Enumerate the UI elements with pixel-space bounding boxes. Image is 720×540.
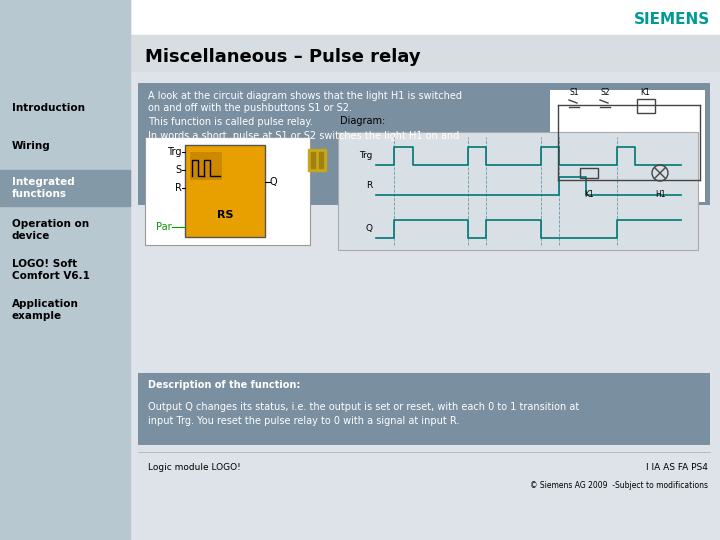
Bar [580, 168, 598, 178]
Text: K1: K1 [640, 88, 650, 97]
Text: Symbol for this connection is: Symbol for this connection is [148, 159, 289, 169]
Text: Par: Par [156, 222, 172, 232]
Bar [138, 373, 710, 445]
Bar [145, 137, 310, 245]
Bar [0, 170, 130, 206]
Bar [185, 145, 265, 237]
Bar [190, 152, 222, 180]
Text: Output Q changes its status, i.e. the output is set or reset, with each 0 to 1 t: Output Q changes its status, i.e. the ou… [148, 402, 580, 412]
Text: S2: S2 [600, 88, 610, 97]
Text: Integrated
functions: Integrated functions [12, 177, 75, 199]
Text: R: R [366, 181, 372, 191]
Text: A look at the circuit diagram shows that the light H1 is switched: A look at the circuit diagram shows that… [148, 91, 462, 101]
Bar [637, 99, 655, 113]
Text: Application
example: Application example [12, 299, 79, 321]
Bar [0, 0, 720, 35]
Text: Wiring: Wiring [12, 141, 50, 151]
Text: SIEMENS: SIEMENS [634, 11, 710, 26]
Text: input Trg. You reset the pulse relay to 0 with a signal at input R.: input Trg. You reset the pulse relay to … [148, 416, 459, 426]
Bar [338, 132, 698, 250]
Bar [319, 152, 323, 168]
Bar [138, 83, 710, 205]
Text: This function is called pulse relay.: This function is called pulse relay. [148, 117, 312, 127]
Text: Miscellaneous – Pulse relay: Miscellaneous – Pulse relay [145, 48, 420, 66]
Text: off.: off. [148, 143, 163, 153]
Bar [0, 0, 130, 35]
Text: Description of the function:: Description of the function: [148, 380, 300, 390]
Bar [0, 35, 720, 72]
Text: on and off with the pushbuttons S1 or S2.: on and off with the pushbuttons S1 or S2… [148, 103, 352, 113]
Text: S: S [176, 165, 182, 175]
Bar [130, 72, 720, 540]
Bar [311, 152, 315, 168]
Text: I IA AS FA PS4: I IA AS FA PS4 [646, 463, 708, 472]
Text: R: R [175, 183, 182, 193]
Text: Q: Q [270, 177, 278, 187]
Text: Trg: Trg [359, 152, 372, 160]
Text: H1: H1 [654, 190, 665, 199]
Text: Logic module LOGO!: Logic module LOGO! [148, 463, 240, 472]
Text: Diagram:: Diagram: [340, 116, 385, 126]
Text: LOGO! Soft
Comfort V6.1: LOGO! Soft Comfort V6.1 [12, 259, 90, 281]
Bar [550, 90, 705, 202]
Text: S1: S1 [570, 88, 579, 97]
Text: Introduction: Introduction [12, 103, 85, 113]
Text: K1: K1 [584, 190, 594, 199]
Text: Operation on
device: Operation on device [12, 219, 89, 241]
Text: Q: Q [365, 225, 372, 233]
Text: RS: RS [217, 210, 233, 220]
Bar [308, 149, 326, 171]
Text: Trg: Trg [168, 147, 182, 157]
Bar [0, 0, 130, 540]
Text: © Siemens AG 2009  -Subject to modifications: © Siemens AG 2009 -Subject to modificati… [530, 481, 708, 489]
Text: In words a short  pulse at S1 or S2 switches the light H1 on and: In words a short pulse at S1 or S2 switc… [148, 131, 459, 141]
